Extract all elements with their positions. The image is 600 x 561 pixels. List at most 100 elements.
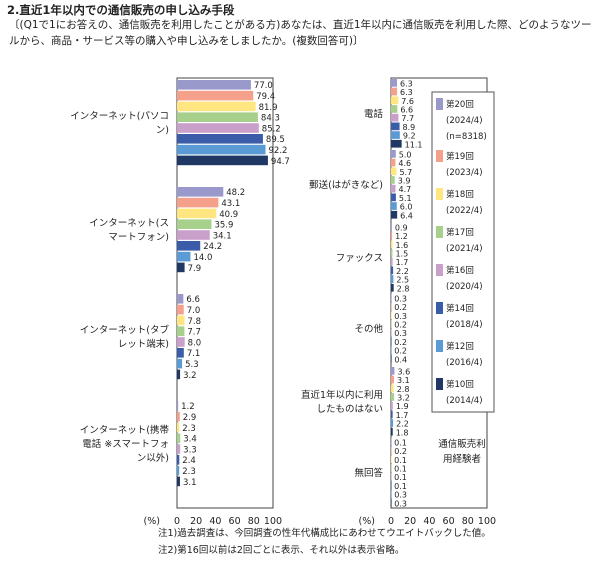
bar-right-0-0 (391, 79, 398, 87)
bar-right-2-7 (391, 283, 394, 292)
value-label-right-0-6: 9.2 (403, 132, 416, 141)
category-label-left-3: ン以外) (137, 452, 169, 464)
bar-left-0-5 (177, 134, 263, 144)
bar-left-3-4 (177, 444, 181, 454)
legend-detail-4: (2020/4) (446, 282, 483, 292)
bar-right-1-7 (391, 210, 398, 219)
bar-right-0-2 (391, 96, 399, 105)
x-tick-left-0: 0 (174, 516, 180, 527)
bar-right-1-4 (391, 184, 396, 193)
value-label-left-0-0: 77.0 (254, 81, 273, 91)
value-label-right-4-7: 1.8 (396, 428, 409, 437)
value-label-left-0-3: 84.3 (261, 114, 280, 124)
value-label-left-1-1: 43.1 (221, 199, 240, 209)
value-label-right-3-3: 0.2 (394, 321, 407, 330)
category-label-left-3: 電話 ※スマートフォ (82, 438, 169, 450)
bar-left-2-3 (177, 326, 185, 336)
value-label-right-2-6: 2.5 (396, 276, 409, 285)
bar-right-2-3 (391, 249, 393, 257)
value-label-left-1-7: 7.9 (188, 264, 202, 274)
category-label-right-5: 無回答 (354, 467, 383, 479)
bar-right-3-6 (391, 346, 392, 354)
value-label-left-2-1: 7.0 (187, 306, 201, 316)
legend-name-3: 第17回 (446, 227, 474, 238)
legend-detail-3: (2021/4) (446, 244, 483, 254)
value-label-left-3-0: 1.2 (181, 402, 195, 412)
bar-left-1-4 (177, 230, 210, 240)
bar-right-1-2 (391, 167, 397, 176)
category-label-left-3: インターネット(携帯 (80, 424, 170, 436)
bar-right-0-1 (391, 87, 398, 96)
legend-detail-5: (2018/4) (446, 320, 483, 330)
bar-right-3-7 (391, 354, 392, 363)
x-tick-right-0: 0 (388, 516, 394, 527)
page-title: 2.直近1年以内での通信販売の申し込み手段 (7, 3, 235, 17)
bar-right-4-7 (391, 427, 393, 436)
bar-left-0-1 (177, 90, 254, 101)
value-label-right-0-2: 7.6 (401, 97, 414, 106)
value-label-right-3-1: 0.2 (394, 303, 407, 312)
legend-note-line2: 用経験者 (443, 453, 481, 465)
x-tick-right-60: 60 (443, 516, 455, 527)
x-axis-label-left: (%) (144, 516, 160, 527)
category-label-left-0: ン) (156, 125, 169, 136)
value-label-left-3-2: 2.3 (182, 424, 196, 434)
bar-left-2-6 (177, 358, 183, 369)
bar-right-3-5 (391, 337, 392, 346)
category-label-right-1: 郵送(はがきなど) (309, 179, 383, 191)
note-2: 注2)第16回以前は2回ごとに表示、それ以外は表示省略。 (158, 545, 405, 556)
bar-right-5-0 (391, 438, 392, 446)
note-1: 注1)過去調査は、今回調査の性年代構成比にあわせてウエイトバックした値。 (158, 528, 491, 539)
x-tick-left-20: 20 (190, 516, 202, 527)
bar-left-0-0 (177, 80, 251, 90)
value-label-right-1-6: 6.0 (400, 203, 413, 212)
value-label-left-3-3: 3.4 (183, 435, 197, 445)
bar-right-5-5 (391, 481, 392, 490)
bar-right-1-3 (391, 176, 395, 184)
bar-right-5-1 (391, 446, 392, 455)
bar-right-0-4 (391, 113, 399, 122)
bar-right-5-3 (391, 464, 392, 472)
value-label-right-3-6: 0.2 (394, 347, 407, 356)
bar-left-2-4 (177, 337, 185, 347)
bar-left-3-7 (177, 476, 180, 487)
value-label-right-3-7: 0.4 (394, 355, 407, 364)
bar-left-2-0 (177, 294, 184, 304)
bar-right-2-0 (391, 223, 392, 231)
value-label-left-2-0: 6.6 (186, 295, 200, 305)
bar-left-1-1 (177, 197, 219, 208)
x-tick-left-100: 100 (264, 516, 282, 527)
bar-left-1-2 (177, 208, 217, 219)
bar-left-2-5 (177, 348, 184, 358)
bar-left-0-3 (177, 112, 258, 122)
bar-right-0-3 (391, 105, 398, 113)
value-label-right-1-1: 4.6 (398, 159, 411, 168)
value-label-right-2-2: 1.6 (396, 241, 409, 250)
bar-left-0-7 (177, 155, 268, 166)
value-label-left-2-7: 3.2 (183, 371, 197, 381)
category-label-right-2: ファックス (336, 253, 383, 264)
x-tick-left-40: 40 (209, 516, 221, 527)
legend-box (431, 91, 495, 413)
value-label-right-2-0: 0.9 (395, 223, 408, 232)
value-label-left-0-4: 85.2 (262, 124, 281, 134)
value-label-right-2-4: 1.7 (396, 258, 409, 267)
value-label-right-4-3: 3.2 (397, 394, 410, 403)
question-text: 〔(Q1で1にお答えの、通信販売を利用したことがある方)あなたは、直近1年以内に… (9, 19, 592, 47)
value-label-right-1-3: 3.9 (398, 177, 411, 186)
bar-left-2-7 (177, 369, 181, 380)
value-label-left-1-4: 34.1 (213, 231, 232, 241)
value-label-left-3-7: 3.1 (183, 478, 197, 488)
bar-left-0-2 (177, 101, 256, 112)
value-label-right-0-7: 11.1 (405, 140, 423, 149)
bar-right-1-5 (391, 193, 396, 202)
bar-left-3-5 (177, 455, 180, 465)
category-label-right-0: 電話 (364, 108, 384, 120)
legend-swatch-1 (436, 150, 443, 162)
bar-left-2-1 (177, 304, 184, 315)
value-label-right-1-4: 4.7 (399, 185, 412, 194)
bar-left-1-3 (177, 219, 212, 229)
bar-right-3-0 (391, 294, 392, 302)
bar-right-4-4 (391, 401, 393, 410)
